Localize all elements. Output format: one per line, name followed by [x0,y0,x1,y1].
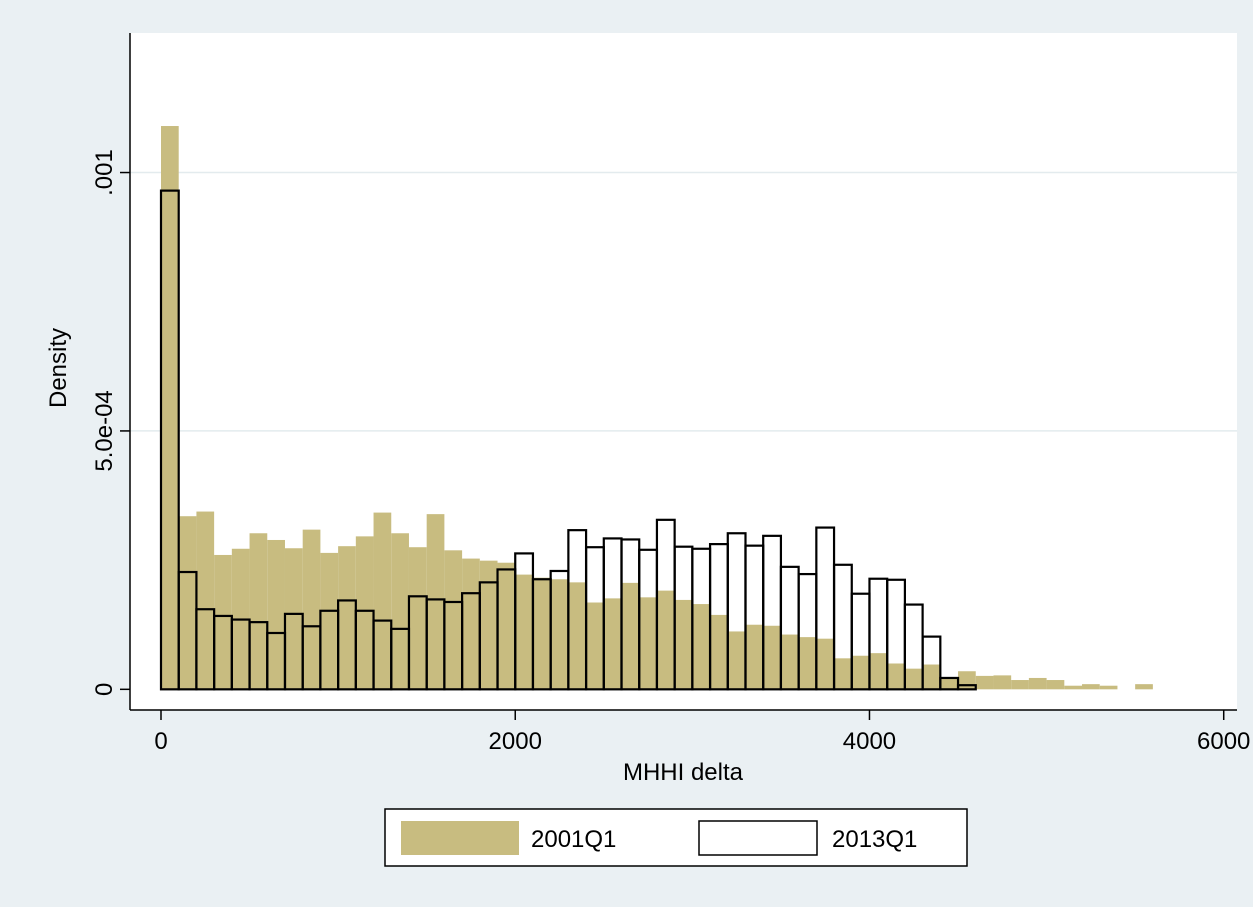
bar-2001q1-20 [515,574,533,690]
x-axis-title: MHHI delta [623,759,744,786]
y-tick-label-1: 5.0e-04 [91,390,118,471]
bar-2001q1-38 [834,658,852,690]
bar-2001q1-12 [373,512,392,690]
bar-2001q1-55 [1135,684,1153,690]
bar-2001q1-23 [568,582,587,690]
bar-2001q1-53 [1099,685,1118,690]
bar-2001q1-32 [727,631,746,690]
axes: 0 2000 4000 6000 0 5.0e-04 .001 [91,33,1250,755]
x-tick-label-1: 2000 [489,728,542,755]
series-2001q1-bars [160,126,1153,690]
bar-2001q1-1 [178,516,197,690]
bar-2001q1-19 [497,562,516,690]
bar-2001q1-37 [816,638,835,690]
bar-2001q1-7 [284,548,303,690]
bar-2001q1-33 [745,624,764,690]
bar-2001q1-49 [1028,677,1047,690]
x-tick-label-0: 0 [154,728,167,755]
bar-2001q1-9 [320,552,339,690]
bar-2001q1-10 [338,546,356,690]
bar-2001q1-26 [621,582,640,690]
bar-2013q1-0 [159,189,180,691]
legend-label-2001q1: 2001Q1 [531,826,616,853]
bar-2001q1-30 [692,604,711,690]
bar-2001q1-44 [940,678,959,690]
bar-2001q1-24 [586,602,604,690]
y-tick-label-2: .001 [91,149,118,196]
bar-2001q1-50 [1046,680,1065,690]
bar-2001q1-45 [958,671,976,690]
bar-2001q1-0 [160,126,179,690]
bar-2001q1-43 [922,664,941,690]
bar-2001q1-17 [462,558,480,690]
y-axis-title: Density [45,328,72,408]
bar-2001q1-48 [1011,680,1029,690]
bar-2001q1-8 [302,529,321,690]
y-tick-label-0: 0 [91,683,118,696]
bar-2001q1-6 [267,539,285,690]
bar-2001q1-13 [391,533,409,690]
bar-2001q1-51 [1064,685,1083,690]
legend-label-2013q1: 2013Q1 [832,826,917,853]
bar-2001q1-35 [780,634,799,690]
bar-2001q1-11 [355,536,374,690]
bar-2001q1-47 [993,675,1012,690]
bar-2001q1-2 [196,511,215,690]
bar-2001q1-39 [851,655,870,690]
bar-2001q1-31 [710,614,728,690]
x-tick-label-2: 4000 [843,728,896,755]
bar-2001q1-22 [550,579,569,690]
bar-2001q1-29 [674,599,693,690]
legend-swatch-2001q1 [401,821,519,855]
bar-2001q1-3 [214,554,232,690]
bar-2001q1-15 [426,514,445,690]
gridlines [130,171,1237,432]
bar-2001q1-16 [444,550,463,690]
bar-2013q1-43 [921,635,942,691]
bar-2001q1-14 [408,547,427,690]
bar-2001q1-36 [798,637,817,690]
bar-2013q1-45 [956,684,977,691]
bar-2001q1-40 [869,653,888,690]
bar-2001q1-42 [904,668,923,690]
bar-2001q1-46 [975,675,994,690]
bar-2001q1-27 [639,597,657,690]
bar-2001q1-18 [479,560,498,690]
bar-2001q1-21 [532,577,551,690]
bar-2001q1-25 [603,598,622,690]
bar-2001q1-41 [887,663,905,690]
legend: 2001Q1 2013Q1 [384,808,968,867]
x-tick-label-3: 6000 [1197,728,1250,755]
bar-2001q1-52 [1082,684,1100,690]
series-2013q1-bars [159,189,977,691]
bar-2001q1-5 [249,533,268,690]
bar-2013q1-44 [939,676,960,691]
bar-2001q1-28 [656,590,675,690]
legend-swatch-2013q1 [698,820,818,856]
bar-2001q1-34 [763,625,781,690]
